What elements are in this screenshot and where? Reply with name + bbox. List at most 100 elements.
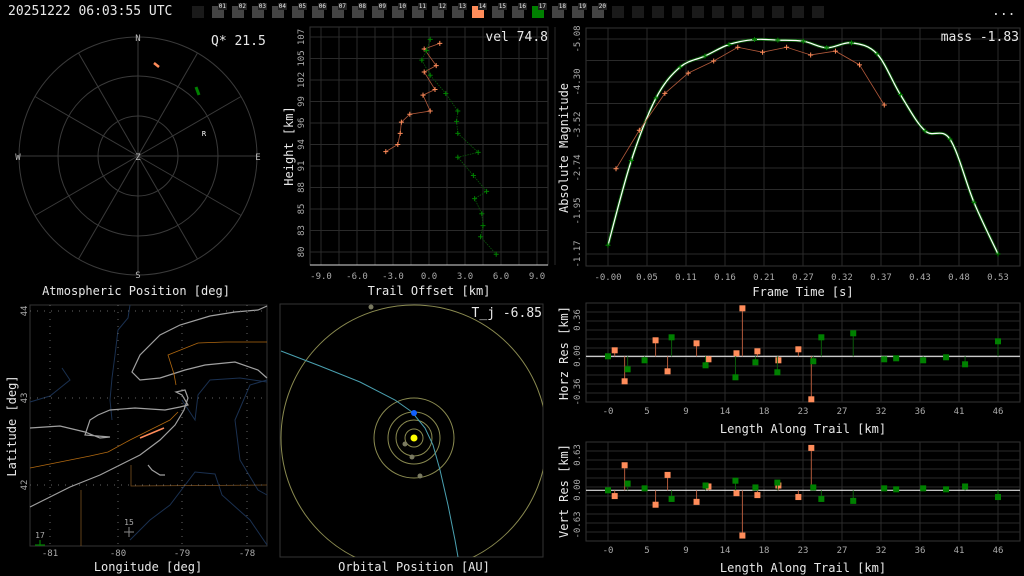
compass-label: Z (135, 153, 141, 163)
trail-point (407, 111, 413, 117)
y-tick-label: 42 (20, 480, 30, 491)
residual-point (962, 483, 969, 490)
x-tick-label: 3.0 (457, 272, 473, 282)
horizontal-residual-plot: -0 5 9 14 18 23 27 32 36 41 46 0.36 0.00 -0.36 (573, 302, 1021, 417)
polar-spoke (78, 155, 139, 260)
y-tick-label: 105 (297, 50, 307, 66)
residual-point (739, 305, 746, 312)
magnitude-point (874, 51, 880, 57)
station-toggle-10[interactable]: 10 (392, 3, 407, 18)
residual-point (605, 353, 611, 360)
x-tick-label: 5 (644, 407, 649, 417)
station-14-line (615, 46, 885, 169)
magnitude-point (808, 52, 814, 58)
y-tick-label: 107 (297, 29, 307, 45)
station-number: 08 (357, 3, 367, 10)
station-toggle-05[interactable]: 05 (292, 3, 307, 18)
station-toggle-14[interactable]: 14 (472, 3, 487, 18)
station-toggle-13[interactable]: 13 (452, 3, 467, 18)
y-tick-label: 99 (297, 96, 307, 107)
x-tick-label: 41 (954, 407, 965, 417)
magnitude-ylabel: Absolute Magnitude (557, 83, 571, 213)
station-toggle-15[interactable]: 15 (492, 3, 507, 18)
station-toggle-04[interactable]: 04 (272, 3, 287, 18)
station-number: 06 (317, 3, 327, 10)
compass-label: N (135, 34, 140, 44)
station-toggle-17[interactable]: 17 (532, 3, 547, 18)
station-toggle-20[interactable]: 20 (592, 3, 607, 18)
x-tick-label: -6.0 (346, 272, 368, 282)
x-tick-label: 0.21 (753, 273, 775, 283)
trail-point (427, 72, 433, 78)
station-toggle-16[interactable]: 16 (512, 3, 527, 18)
station-slot-empty (732, 6, 744, 18)
station-slot-empty (632, 6, 644, 18)
station-label-15: 15 (124, 518, 134, 527)
trail-point (427, 36, 433, 42)
station-toggle-03[interactable]: 03 (252, 3, 267, 18)
station-toggle-07[interactable]: 07 (332, 3, 347, 18)
trail-point (478, 234, 484, 240)
y-tick-label: 0.00 (573, 345, 583, 367)
station-slot-empty (812, 6, 824, 18)
trail-point (480, 223, 486, 229)
trail-offset-plot: -9.0 -6.0 -3.0 0.0 3.0 6.0 9.0 107 105 102 99 96 94 9… (297, 26, 556, 282)
y-tick-label: 0.63 (573, 444, 583, 466)
y-tick-label: -0.63 (573, 511, 583, 538)
x-tick-label: 6.0 (493, 272, 509, 282)
station-slot-empty (792, 6, 804, 18)
station-toggle-08[interactable]: 08 (352, 3, 367, 18)
x-tick-label: 36 (915, 546, 926, 556)
station-number: 03 (257, 3, 267, 10)
station-number: 18 (557, 3, 567, 10)
station-17-track (194, 86, 201, 96)
residual-point (641, 485, 648, 492)
x-tick-label: -0 (603, 546, 614, 556)
x-tick-label: 27 (837, 546, 848, 556)
residual-point (652, 337, 659, 344)
station-toggle-12[interactable]: 12 (432, 3, 447, 18)
planet-jupiter (368, 304, 374, 310)
trail-point (420, 92, 426, 98)
compass-label: W (15, 153, 21, 163)
station-toggle-02[interactable]: 02 (232, 3, 247, 18)
residual-point (611, 347, 618, 354)
x-tick-label: 0.05 (636, 273, 658, 283)
polar-spoke (34, 155, 139, 216)
station-14-track (153, 62, 160, 68)
x-tick-label: 0.11 (675, 273, 697, 283)
polar-spoke (137, 96, 242, 157)
x-tick-label: 0.37 (870, 273, 892, 283)
vert-res-ylabel: Vert Res [km] (557, 444, 571, 538)
station-toggle-06[interactable]: 06 (312, 3, 327, 18)
station-toggle-09[interactable]: 09 (372, 3, 387, 18)
x-tick-label: -78 (239, 549, 255, 559)
trail-point (383, 149, 389, 155)
magnitude-point (784, 44, 790, 50)
magnitude-point (662, 90, 668, 96)
residual-point (693, 498, 700, 505)
tisserand-metric: T_j -6.85 (472, 306, 542, 321)
station-toggle-18[interactable]: 18 (552, 3, 567, 18)
more-menu-button[interactable]: ... (992, 4, 1016, 19)
station-number: 14 (477, 3, 487, 10)
residual-point (850, 330, 857, 337)
station-toggle-19[interactable]: 19 (572, 3, 587, 18)
residual-point (754, 492, 761, 499)
residual-point (752, 484, 759, 491)
station-slot-empty (652, 6, 664, 18)
station-toggle-11[interactable]: 11 (412, 3, 427, 18)
x-tick-label: 27 (837, 407, 848, 417)
residual-point (624, 366, 631, 373)
station-number: 16 (517, 3, 527, 10)
station-15-marker (124, 527, 134, 537)
x-tick-label: 36 (915, 407, 926, 417)
residual-point (774, 369, 781, 376)
station-number: 19 (577, 3, 587, 10)
trail-point (475, 149, 481, 155)
station-toggle-01[interactable]: 01 (212, 3, 227, 18)
y-tick-label: -1.17 (573, 240, 583, 267)
magnitude-point (971, 199, 977, 205)
y-tick-label: 94 (297, 139, 307, 150)
residual-point (605, 487, 611, 494)
